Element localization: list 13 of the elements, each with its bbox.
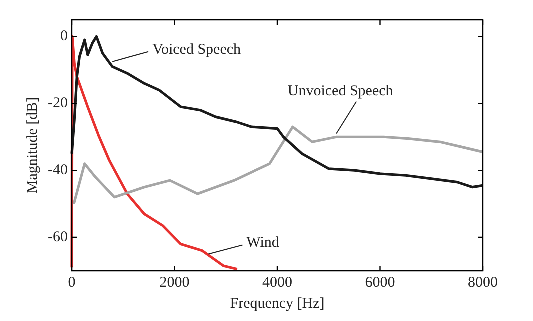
x-axis-title: Frequency [Hz] xyxy=(230,296,325,312)
y-tick-label: -20 xyxy=(48,96,68,112)
annotation: Unvoiced Speech xyxy=(288,84,394,100)
x-tick-label: 4000 xyxy=(262,274,292,291)
y-axis-title: Magnitude [dB] xyxy=(24,97,41,194)
x-tick-label: 6000 xyxy=(365,274,396,291)
y-tick-label: -40 xyxy=(48,162,68,179)
annotation: Voiced Speech xyxy=(152,42,242,58)
y-tick-label: -60 xyxy=(48,229,68,246)
x-tick-label: 2000 xyxy=(160,274,190,291)
annotation: Wind xyxy=(246,235,280,252)
y-tick-label: 0 xyxy=(60,28,68,45)
x-tick-label: 8000 xyxy=(468,274,498,291)
